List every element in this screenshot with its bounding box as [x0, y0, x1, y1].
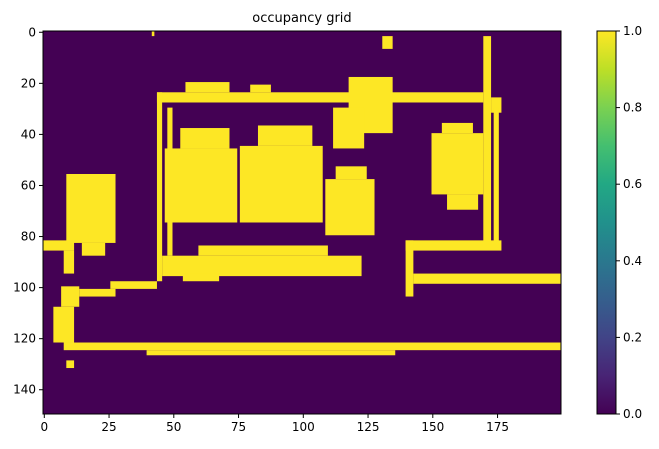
y-tick-label: 80	[21, 230, 36, 244]
colorbar-tick-label: 0.4	[623, 254, 642, 268]
occupied-region	[491, 97, 502, 113]
occupied-region	[335, 166, 367, 180]
occupied-region	[162, 255, 362, 277]
y-tick-label: 120	[13, 332, 36, 346]
occupied-region	[43, 240, 75, 251]
colorbar-ticks: 0.0 0.2 0.4 0.6 0.8 1.0	[616, 24, 642, 421]
occupied-region	[250, 84, 271, 93]
colorbar-tick-label: 0.0	[623, 407, 642, 421]
occupied-region	[63, 250, 75, 274]
colorbar: 0.0 0.2 0.4 0.6 0.8 1.0	[596, 24, 642, 421]
occupied-region	[66, 173, 116, 243]
x-tick-label: 100	[292, 420, 315, 434]
occupied-region	[110, 281, 157, 289]
x-tick-label: 25	[101, 420, 116, 434]
occupied-region	[239, 145, 323, 223]
occupied-region	[151, 31, 155, 37]
occupied-region	[413, 273, 561, 284]
x-axis: 0 25 50 75 100 125 150 175	[40, 414, 509, 434]
x-tick-label: 75	[231, 420, 246, 434]
y-tick-label: 140	[13, 383, 36, 397]
occupied-region	[493, 107, 499, 246]
occupied-region	[63, 342, 561, 351]
occupied-region	[382, 36, 393, 49]
colorbar-tick-label: 0.6	[623, 177, 642, 191]
y-tick-label: 40	[21, 127, 36, 141]
y-tick-label: 20	[21, 76, 36, 90]
y-tick-label: 100	[13, 281, 36, 295]
occupied-region	[156, 92, 163, 282]
occupied-region	[182, 273, 220, 282]
occupied-region	[66, 360, 75, 369]
occupied-region	[441, 122, 473, 134]
colorbar-tick-label: 0.2	[623, 330, 642, 344]
plot-area	[42, 30, 562, 415]
x-tick-label: 150	[421, 420, 444, 434]
occupied-region	[61, 286, 80, 307]
occupied-region	[53, 306, 75, 343]
colorbar-tick-label: 1.0	[623, 24, 642, 38]
colorbar-gradient	[597, 31, 616, 414]
occupied-region	[333, 107, 365, 149]
x-tick-label: 175	[486, 420, 509, 434]
occupied-region	[156, 92, 484, 103]
occupied-region	[257, 125, 313, 146]
y-axis: 0 20 40 60 80 100 120 140	[13, 25, 43, 397]
occupied-cells	[43, 31, 561, 369]
occupied-region	[405, 240, 414, 297]
plot-frame	[42, 30, 562, 415]
x-tick-label: 125	[357, 420, 380, 434]
occupied-region	[447, 194, 479, 210]
colorbar-frame	[596, 30, 617, 415]
x-tick-label: 0	[40, 420, 48, 434]
y-tick-label: 60	[21, 178, 36, 192]
occupied-region	[325, 179, 375, 236]
colorbar-tick-label: 0.8	[623, 101, 642, 115]
occupied-region	[198, 245, 328, 256]
occupied-region	[185, 82, 230, 93]
occupied-region	[81, 242, 106, 256]
occupied-region	[405, 240, 502, 251]
occupied-region	[483, 36, 492, 246]
x-tick-label: 50	[166, 420, 181, 434]
occupied-region	[180, 128, 230, 149]
y-tick-label: 0	[28, 25, 36, 39]
chart-title: occupancy grid	[252, 11, 351, 26]
occupied-region	[431, 133, 484, 195]
occupied-region	[164, 148, 238, 223]
occupied-region	[79, 288, 116, 297]
occupied-region	[146, 350, 396, 356]
